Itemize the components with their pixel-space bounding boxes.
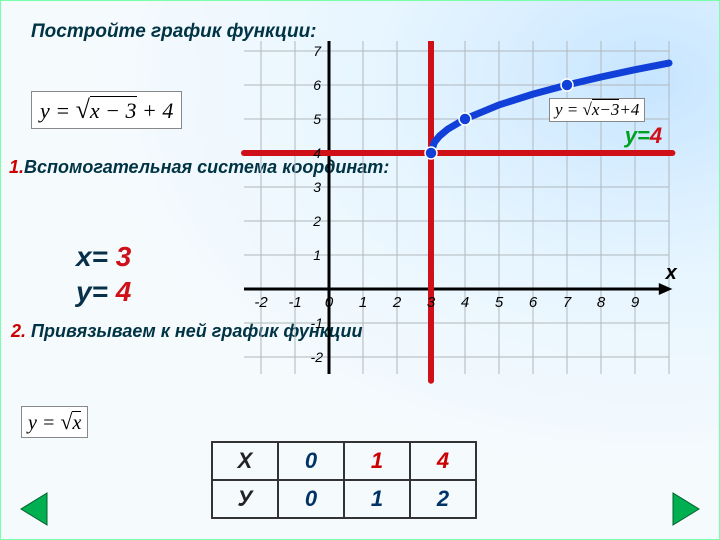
svg-text:2: 2: [312, 213, 321, 229]
graph-annotation-formula: y = √x−3+4: [549, 98, 645, 122]
svg-text:6: 6: [313, 77, 321, 93]
svg-text:7: 7: [563, 294, 572, 311]
table-y-row: У 0 1 2: [212, 480, 476, 518]
table-header-x: X: [212, 442, 278, 480]
aux-y-equation: y= 4: [76, 276, 131, 308]
svg-text:0: 0: [325, 294, 334, 311]
svg-text:3: 3: [427, 294, 436, 311]
main-formula: y = √x − 3 + 4: [31, 91, 182, 129]
arrow-right-icon: [663, 489, 703, 529]
prompt-title: Постройте график функции:: [31, 21, 317, 43]
step2-number: 2.: [11, 321, 26, 341]
svg-text:6: 6: [529, 294, 538, 311]
svg-text:4: 4: [461, 294, 469, 311]
coordinate-grid: -2-101234567891234567-1-2xyx=3y=4: [241, 41, 711, 411]
aux-x-equation: x= 3: [76, 241, 131, 273]
svg-text:3: 3: [313, 179, 321, 195]
svg-text:y=4: y=4: [624, 123, 662, 148]
svg-text:5: 5: [313, 111, 321, 127]
svg-text:-2: -2: [311, 349, 324, 365]
svg-text:x: x: [665, 262, 678, 284]
value-table: X 0 1 4 У 0 1 2: [211, 441, 477, 519]
table-header-y: У: [212, 480, 278, 518]
svg-text:4: 4: [313, 145, 321, 161]
svg-text:x=3: x=3: [448, 41, 486, 42]
svg-text:7: 7: [313, 43, 322, 59]
slide: Постройте график функции: y = √x − 3 + 4…: [0, 0, 720, 540]
arrow-left-icon: [17, 489, 57, 529]
svg-text:9: 9: [631, 294, 640, 311]
aux-formula: y = √x: [21, 406, 88, 438]
svg-text:-1: -1: [288, 294, 301, 311]
grid-svg: -2-101234567891234567-1-2xyx=3y=4: [241, 41, 711, 411]
svg-text:-1: -1: [311, 315, 323, 331]
svg-text:2: 2: [392, 294, 402, 311]
table-cell: 1: [344, 442, 410, 480]
table-cell: 0: [278, 442, 344, 480]
table-cell: 2: [410, 480, 476, 518]
table-x-row: X 0 1 4: [212, 442, 476, 480]
svg-text:-2: -2: [254, 294, 268, 311]
table-cell: 0: [278, 480, 344, 518]
table-cell: 1: [344, 480, 410, 518]
next-slide-button[interactable]: [663, 489, 703, 529]
svg-text:1: 1: [359, 294, 367, 311]
svg-text:1: 1: [313, 247, 321, 263]
step1-number: 1.: [9, 157, 24, 177]
svg-text:5: 5: [495, 294, 504, 311]
svg-text:8: 8: [597, 294, 606, 311]
prev-slide-button[interactable]: [17, 489, 57, 529]
table-cell: 4: [410, 442, 476, 480]
